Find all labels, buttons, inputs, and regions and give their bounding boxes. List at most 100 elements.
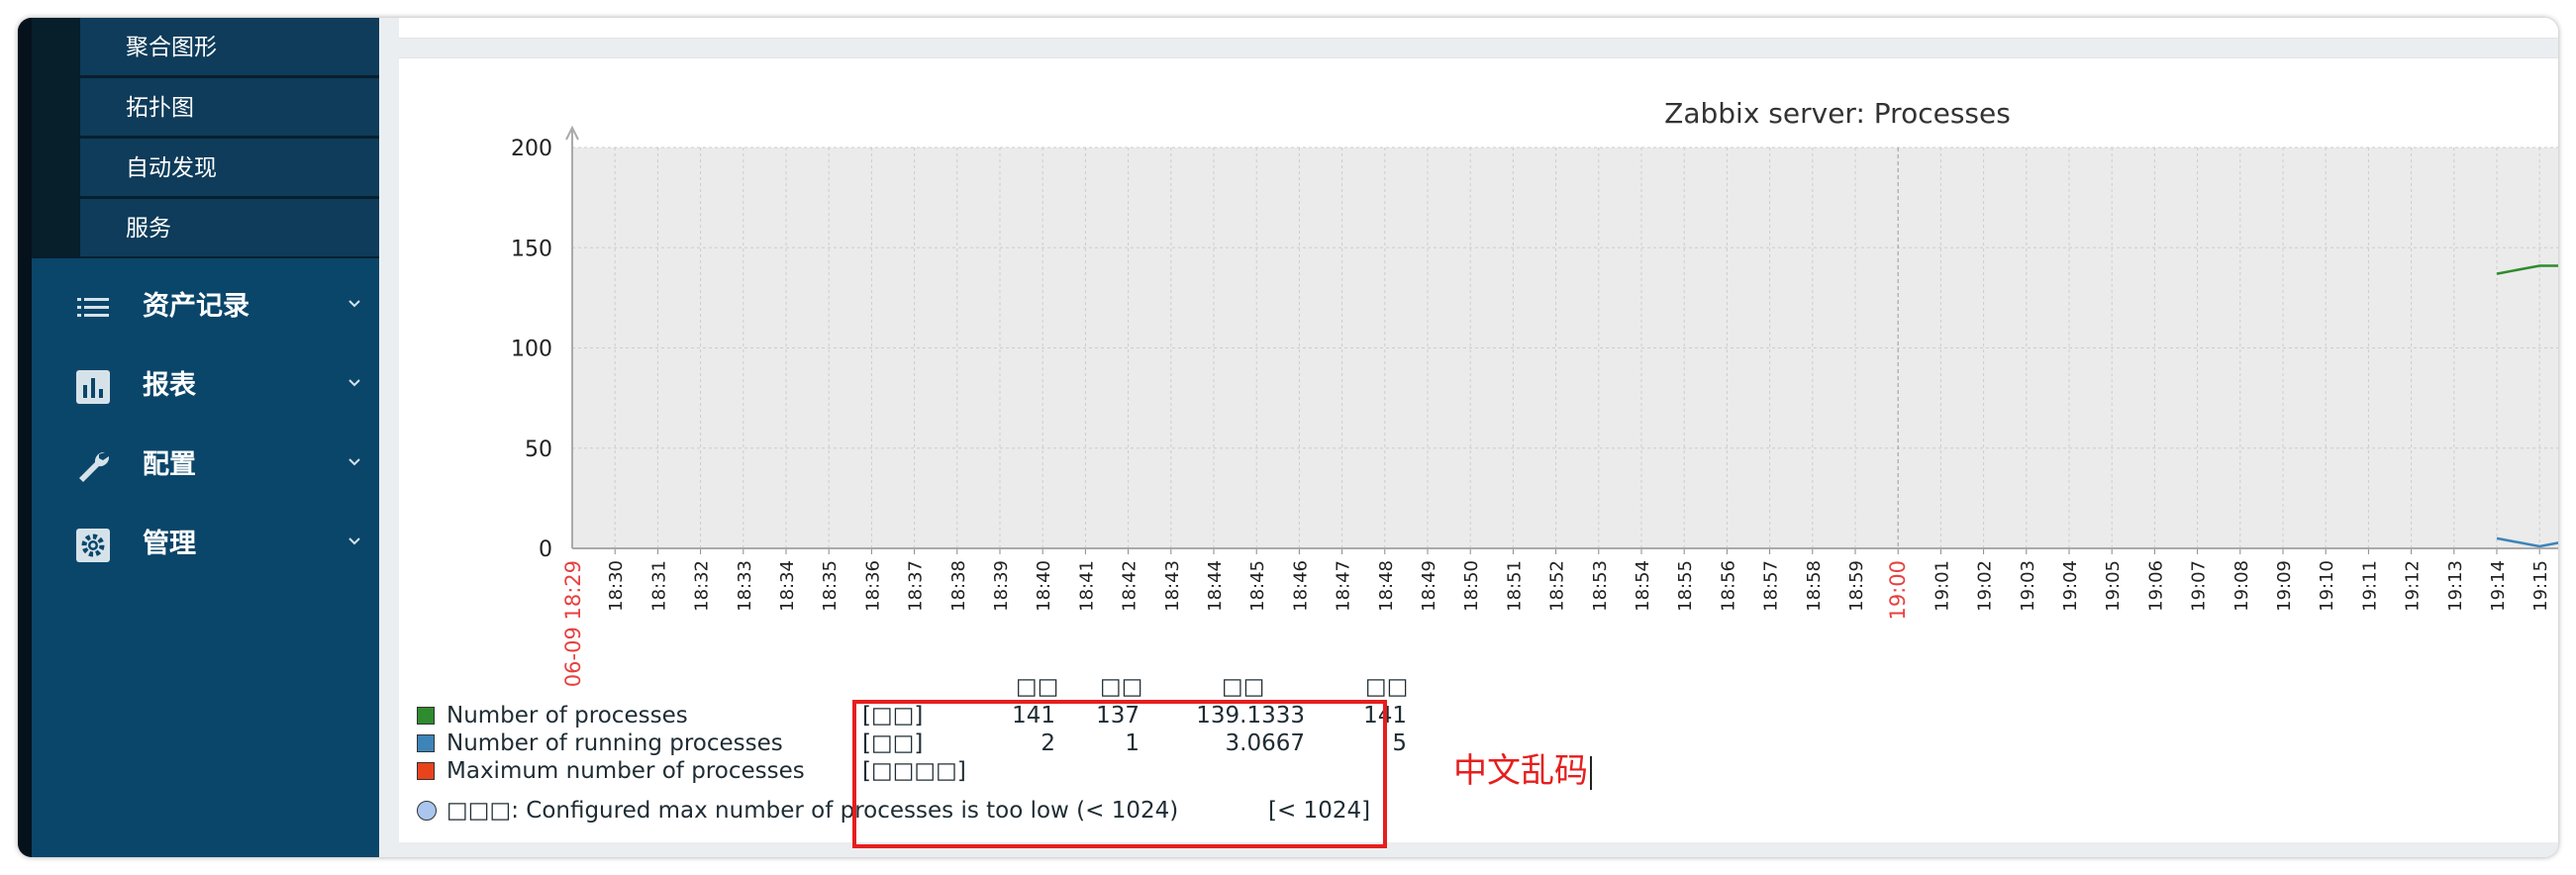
x-tick-label: 18:30 <box>606 560 627 612</box>
x-tick-label: 18:44 <box>1205 560 1226 612</box>
legend-function: [□□□□] <box>862 758 966 784</box>
x-tick-label: 18:47 <box>1334 560 1354 612</box>
x-tick-label: 18:40 <box>1034 560 1054 612</box>
x-tick-label: 18:52 <box>1547 560 1568 612</box>
legend-function: [□□] <box>862 703 924 729</box>
main-content: Zabbix server: Processes 0 50 100 150 200 06-0… <box>379 18 2558 857</box>
x-tick-label: 19:14 <box>2488 560 2509 612</box>
x-tick-label: 19:08 <box>2231 560 2252 612</box>
trigger-description: □□□: Configured max number of processes … <box>446 798 1179 824</box>
x-tick-label: 19:04 <box>2060 560 2081 612</box>
x-tick-label: 19:09 <box>2274 560 2295 612</box>
x-tick-label: 18:49 <box>1419 560 1439 612</box>
x-tick-label: 18:36 <box>862 560 883 612</box>
x-tick-label: 19:12 <box>2403 560 2424 612</box>
legend-min: 137 <box>1096 703 1139 729</box>
x-tick-label: 19:10 <box>2317 560 2337 612</box>
x-tick-label: 19:00 <box>1886 560 1910 621</box>
window-frame: 聚合图形 拓扑图 自动发现 服务 资产记录 报表 <box>18 18 2558 857</box>
y-axis-arrow <box>565 125 579 141</box>
legend-row: Number of processes [□□] 141 137 139.133… <box>417 702 1407 729</box>
chevron-down-icon <box>348 537 360 545</box>
x-tick-label: 18:45 <box>1247 560 1268 612</box>
legend-row: Number of running processes [□□] 2 1 3.0… <box>417 729 1407 757</box>
submenu-item-screens[interactable]: 聚合图形 <box>80 18 379 77</box>
x-tick-label: 18:48 <box>1376 560 1397 612</box>
x-tick-label: 18:33 <box>735 560 755 612</box>
processes-graph: Zabbix server: Processes 0 50 100 150 200 06-0… <box>511 97 2558 687</box>
legend-header-last: □□ <box>1016 674 1059 700</box>
x-tick-label: 18:43 <box>1162 560 1183 612</box>
x-tick-label: 18:55 <box>1675 560 1696 612</box>
x-tick-label: 19:15 <box>2530 560 2551 612</box>
x-tick-label: 19:05 <box>2103 560 2124 612</box>
menu-item-configuration[interactable]: 配置 <box>32 429 379 502</box>
x-tick-label: 19:13 <box>2445 560 2466 612</box>
x-tick-label: 18:38 <box>948 560 969 612</box>
y-tick-label: 50 <box>525 438 552 462</box>
wrench-icon <box>79 451 110 482</box>
graph-title: Zabbix server: Processes <box>1664 97 2011 130</box>
list-icon <box>77 298 109 317</box>
x-tick-label: 18:35 <box>820 560 841 612</box>
x-tick-label: 19:03 <box>2018 560 2038 612</box>
x-tick-label: 18:50 <box>1461 560 1482 612</box>
series-line-processes <box>2496 264 2558 275</box>
y-tick-label: 0 <box>539 537 552 562</box>
x-tick-label: 18:37 <box>906 560 927 612</box>
x-tick-label: 19:02 <box>1975 560 1996 612</box>
x-tick-label: 18:58 <box>1804 560 1825 612</box>
gear-icon <box>76 529 110 562</box>
y-tick-label: 200 <box>511 137 552 161</box>
x-tick-label: 18:39 <box>991 560 1012 612</box>
x-tick-label: 18:51 <box>1504 560 1525 612</box>
legend-avg: 139.1333 <box>1196 703 1305 729</box>
sidebar-edge <box>18 18 32 857</box>
x-tick-label: 18:59 <box>1846 560 1867 612</box>
x-start-label: 06-09 18:29 <box>561 560 585 687</box>
menu-label-inventory: 资产记录 <box>143 291 249 322</box>
top-panel <box>399 18 2558 39</box>
x-tick-label: 19:11 <box>2359 560 2380 612</box>
legend-swatch-running <box>417 734 435 752</box>
legend-header-min: □□ <box>1100 674 1143 700</box>
legend-name: Maximum number of processes <box>446 758 805 784</box>
legend-max: 5 <box>1392 730 1407 756</box>
x-tick-label: 18:56 <box>1718 560 1738 612</box>
menu-label-configuration: 配置 <box>143 449 196 480</box>
legend-header-avg: □□ <box>1222 674 1265 700</box>
series-line-running <box>2496 536 2558 548</box>
menu-item-administration[interactable]: 管理 <box>32 508 379 581</box>
legend-avg: 3.0667 <box>1225 730 1305 756</box>
menu-item-reports[interactable]: 报表 <box>32 349 379 423</box>
chevron-down-icon <box>348 300 360 308</box>
bar-chart-icon <box>76 370 110 404</box>
legend-last: 2 <box>1040 730 1055 756</box>
legend-last: 141 <box>1012 703 1055 729</box>
y-tick-label: 150 <box>511 237 552 261</box>
x-tick-label: 19:07 <box>2189 560 2210 612</box>
x-tick-label: 18:57 <box>1761 560 1782 612</box>
legend-swatch-processes <box>417 707 435 725</box>
submenu-item-services[interactable]: 服务 <box>80 199 379 258</box>
legend-function: [□□] <box>862 730 924 756</box>
text-caret <box>1590 755 1592 790</box>
menu-label-administration: 管理 <box>143 529 196 559</box>
legend-swatch-max <box>417 762 435 780</box>
trigger-legend: □□□: Configured max number of processes … <box>417 796 1506 826</box>
legend-min: 1 <box>1125 730 1139 756</box>
x-tick-label: 19:06 <box>2145 560 2166 612</box>
legend-header-max: □□ <box>1365 674 1409 700</box>
legend-name: Number of running processes <box>446 730 783 756</box>
submenu-item-discovery[interactable]: 自动发现 <box>80 139 379 198</box>
x-tick-label: 18:53 <box>1590 560 1611 612</box>
annotation-text: 中文乱码 <box>1453 751 1592 791</box>
x-tick-label: 18:41 <box>1076 560 1097 612</box>
chevron-down-icon <box>348 458 360 466</box>
annotation-box <box>852 700 1387 848</box>
y-tick-label: 100 <box>511 338 552 362</box>
chevron-down-icon <box>348 379 360 387</box>
submenu-item-maps[interactable]: 拓扑图 <box>80 78 379 138</box>
x-tick-label: 18:34 <box>777 560 798 612</box>
menu-item-inventory[interactable]: 资产记录 <box>32 270 379 343</box>
